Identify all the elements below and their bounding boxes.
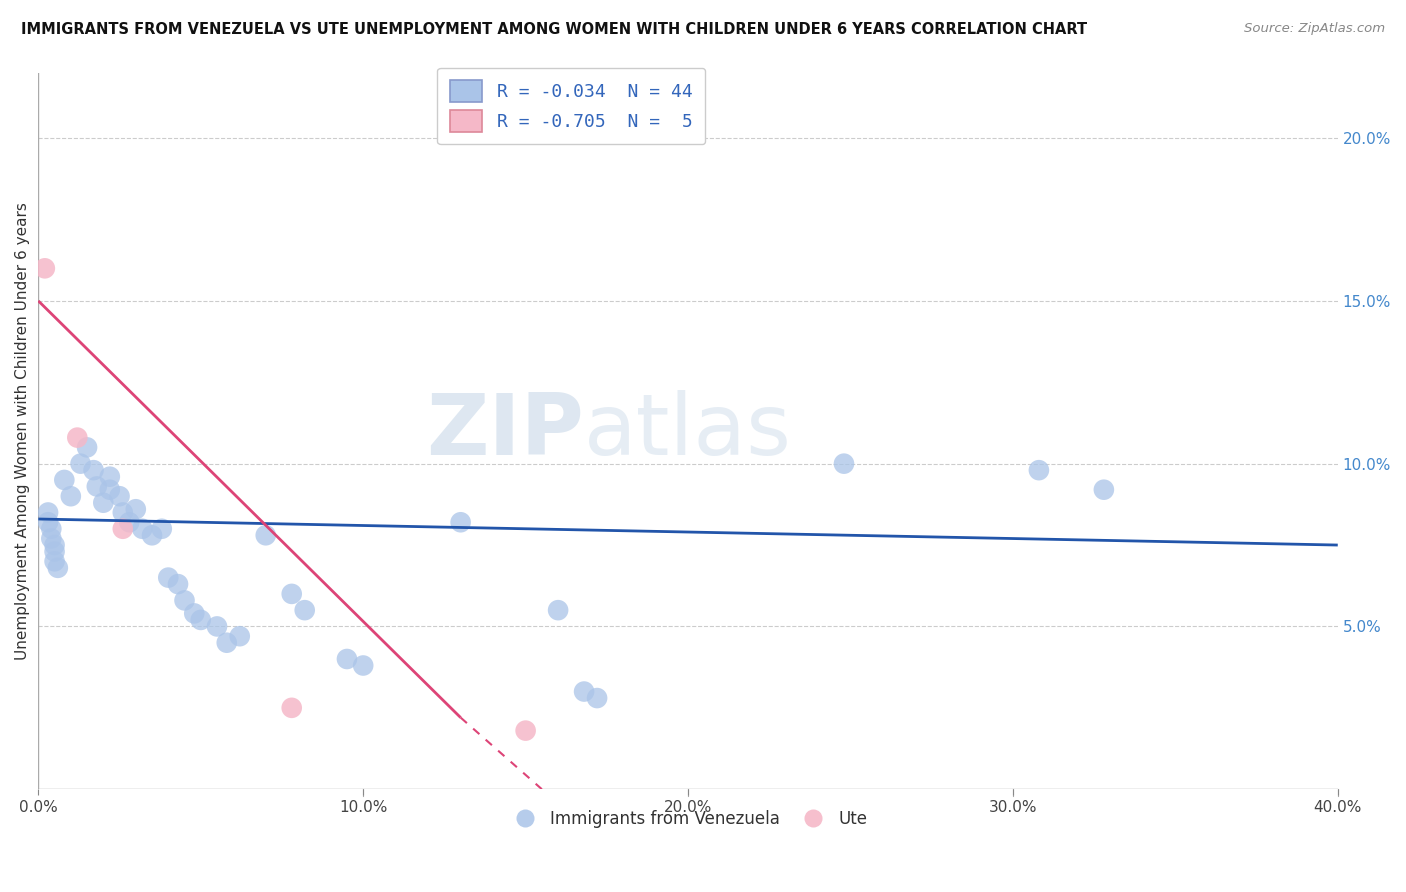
Point [215,636,238,650]
Point [108,489,131,503]
Point [254,528,277,542]
Point [190,613,212,627]
Point [46,561,69,575]
Point [98,469,121,483]
Point [131,522,153,536]
Point [1028,463,1050,477]
Point [450,515,472,529]
Point [336,652,359,666]
Point [69,457,91,471]
Point [34,261,56,276]
Point [86,479,108,493]
Point [586,691,609,706]
Point [229,629,252,643]
Point [44,538,66,552]
Point [111,522,134,536]
Point [76,441,98,455]
Point [125,502,148,516]
Point [515,723,537,738]
Point [91,496,114,510]
Point [280,587,302,601]
Point [150,522,173,536]
Text: ZIP: ZIP [426,390,583,473]
Point [41,522,63,536]
Point [183,607,205,621]
Point [832,457,855,471]
Point [98,483,121,497]
Point [53,473,76,487]
Point [294,603,316,617]
Y-axis label: Unemployment Among Women with Children Under 6 years: Unemployment Among Women with Children U… [15,202,30,660]
Point [205,619,228,633]
Text: atlas: atlas [583,390,792,473]
Point [547,603,569,617]
Legend: Immigrants from Venezuela, Ute: Immigrants from Venezuela, Ute [502,804,875,835]
Point [173,593,195,607]
Point [59,489,82,503]
Point [37,515,59,529]
Point [66,431,89,445]
Point [167,577,190,591]
Point [83,463,105,477]
Point [44,544,66,558]
Point [118,515,141,529]
Point [37,506,59,520]
Text: Source: ZipAtlas.com: Source: ZipAtlas.com [1244,22,1385,36]
Point [157,571,180,585]
Point [280,701,302,715]
Point [41,532,63,546]
Point [111,506,134,520]
Point [572,684,595,698]
Point [141,528,163,542]
Text: IMMIGRANTS FROM VENEZUELA VS UTE UNEMPLOYMENT AMONG WOMEN WITH CHILDREN UNDER 6 : IMMIGRANTS FROM VENEZUELA VS UTE UNEMPLO… [21,22,1087,37]
Point [44,554,66,568]
Point [1092,483,1115,497]
Point [352,658,374,673]
